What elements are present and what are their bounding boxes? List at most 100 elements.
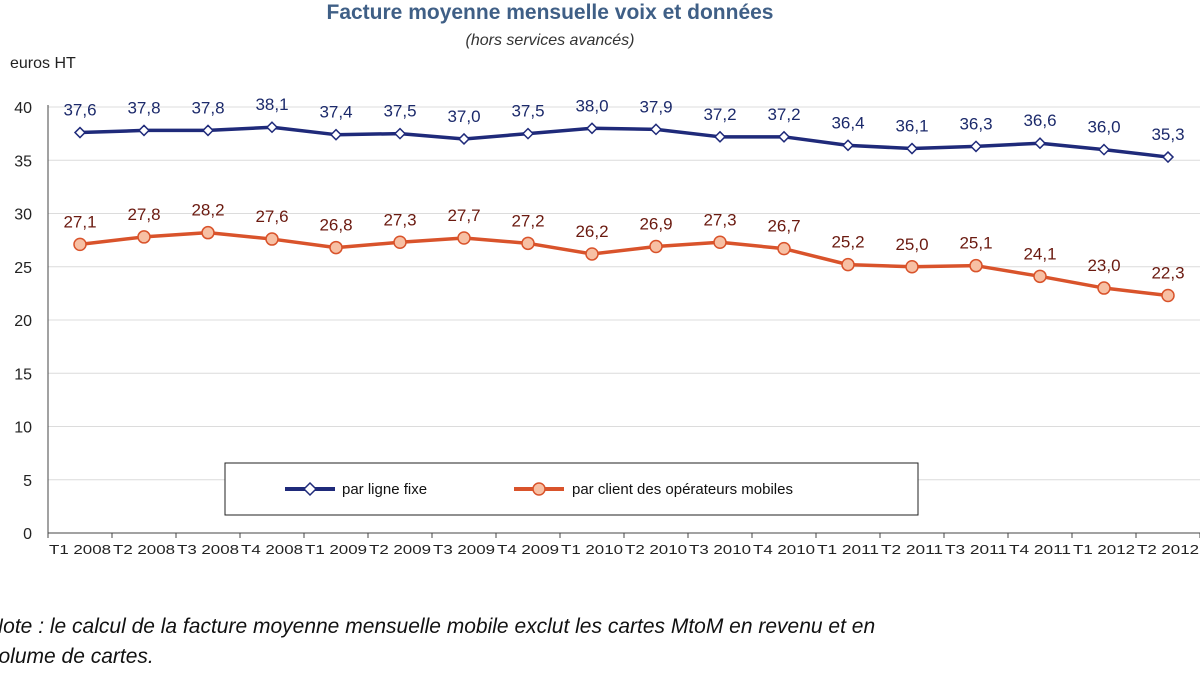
data-label: 27,8: [127, 205, 160, 224]
data-label: 35,3: [1151, 125, 1184, 144]
x-tick-label: T1 2010: [561, 542, 623, 557]
y-axis-ticks: 0 5 10 15 20 25 30 35 40: [14, 100, 32, 543]
data-point: [329, 128, 343, 141]
x-tick-label: T2 2008: [113, 542, 175, 557]
data-point: [905, 260, 919, 274]
legend-label-fixe: par ligne fixe: [342, 481, 427, 498]
data-point: [649, 239, 663, 254]
data-label: 28,2: [191, 201, 224, 220]
x-tick-label: T3 2009: [433, 542, 495, 557]
x-tick-label: T2 2011: [881, 542, 943, 557]
data-label: 27,3: [383, 210, 416, 229]
data-label: 37,6: [63, 101, 96, 120]
data-point: [969, 140, 983, 153]
chart: Facture moyenne mensuelle voix et donnée…: [10, 1, 1200, 557]
data-label: 37,5: [511, 102, 544, 121]
data-label: 22,3: [1151, 264, 1184, 283]
y-tick-label: 30: [14, 207, 32, 224]
data-label: 27,6: [255, 207, 288, 226]
data-point: [585, 247, 599, 261]
data-label: 36,1: [895, 117, 928, 136]
data-point: [521, 236, 535, 251]
chart-title: Facture moyenne mensuelle voix et donnée…: [327, 1, 774, 24]
data-point: [969, 258, 983, 273]
data-label: 37,0: [447, 107, 480, 126]
data-label: 25,1: [959, 234, 992, 253]
series-fixe: 37,6 37,8 37,8 38,1 37,4 37,5 37,0 37,5 38,0 37,9…: [63, 95, 1185, 164]
data-label: 37,5: [383, 102, 416, 121]
legend-marker-mobile: [532, 482, 546, 496]
data-label: 37,2: [767, 105, 800, 124]
data-point: [393, 235, 407, 250]
data-point: [1161, 150, 1175, 164]
x-tick-label: T4 2008: [241, 542, 303, 557]
x-tick-label: T1 2011: [817, 542, 879, 557]
data-label: 37,2: [703, 105, 736, 124]
data-label: 37,9: [639, 97, 672, 116]
y-tick-label: 35: [14, 153, 32, 170]
data-point: [841, 139, 855, 152]
y-tick-label: 40: [14, 100, 32, 117]
data-label: 25,2: [831, 233, 864, 252]
data-point: [521, 127, 535, 140]
data-point: [265, 121, 279, 134]
data-label: 36,0: [1087, 118, 1120, 137]
data-point: [1097, 281, 1111, 295]
data-point: [457, 231, 471, 245]
data-label: 27,1: [63, 212, 96, 231]
y-tick-label: 5: [23, 473, 32, 490]
x-tick-label: T2 2009: [369, 542, 431, 557]
data-point: [841, 257, 855, 272]
x-tick-label: T3 2008: [177, 542, 239, 557]
footnote: Note : le calcul de la facture moyenne m…: [0, 612, 1200, 672]
y-axis-label: euros HT: [10, 55, 76, 72]
data-label: 36,6: [1023, 111, 1056, 130]
data-point: [457, 132, 471, 146]
data-point: [201, 124, 215, 137]
data-label: 25,0: [895, 235, 928, 254]
legend-label-mobile: par client des opérateurs mobiles: [572, 481, 793, 498]
x-axis-ticks: T1 2008 T2 2008 T3 2008 T4 2008 T1 2009 T2 20…: [47, 533, 1200, 557]
x-tick-label: T3 2010: [689, 542, 751, 557]
data-label: 26,7: [767, 217, 800, 236]
data-point: [73, 237, 87, 252]
data-label: 27,7: [447, 206, 480, 225]
series-line: [79, 230, 1169, 298]
legend: par ligne fixe par client des opérateurs…: [224, 462, 919, 516]
gridlines: [48, 106, 1200, 481]
x-tick-label: T1 2009: [305, 542, 367, 557]
legend-marker-fixe: [302, 481, 318, 497]
data-point: [649, 123, 663, 136]
data-point: [137, 230, 151, 244]
data-label: 38,1: [255, 95, 288, 114]
data-point: [713, 235, 727, 250]
x-tick-label: T1 2008: [49, 542, 111, 557]
footnote-line-2: volume de cartes.: [0, 645, 154, 668]
series-mobile: 27,1 27,8 28,2 27,6 26,8 27,3 27,7 27,2 26,2 26,9…: [63, 201, 1185, 303]
chart-subtitle: (hors services avancés): [466, 32, 635, 49]
y-tick-label: 15: [14, 366, 32, 383]
data-point: [265, 232, 279, 246]
data-point: [329, 240, 343, 255]
data-label: 36,3: [959, 114, 992, 133]
x-tick-label: T4 2009: [497, 542, 559, 557]
data-label: 37,8: [127, 98, 160, 117]
data-label: 26,8: [319, 216, 352, 235]
data-point: [201, 225, 215, 240]
data-point: [1161, 288, 1175, 303]
data-point: [137, 124, 151, 137]
data-label: 23,0: [1087, 256, 1120, 275]
x-tick-label: T4 2010: [753, 542, 815, 557]
x-tick-label: T1 2012: [1073, 542, 1135, 557]
y-tick-label: 0: [23, 526, 32, 543]
data-point: [713, 130, 727, 143]
y-tick-label: 25: [14, 260, 32, 277]
data-point: [1033, 137, 1047, 150]
series-line: [79, 125, 1169, 159]
x-tick-label: T4 2011: [1009, 542, 1071, 557]
data-point: [73, 126, 87, 139]
data-point: [1033, 269, 1047, 284]
y-tick-label: 10: [14, 420, 32, 437]
x-tick-label: T3 2011: [945, 542, 1007, 557]
data-point: [777, 130, 791, 143]
